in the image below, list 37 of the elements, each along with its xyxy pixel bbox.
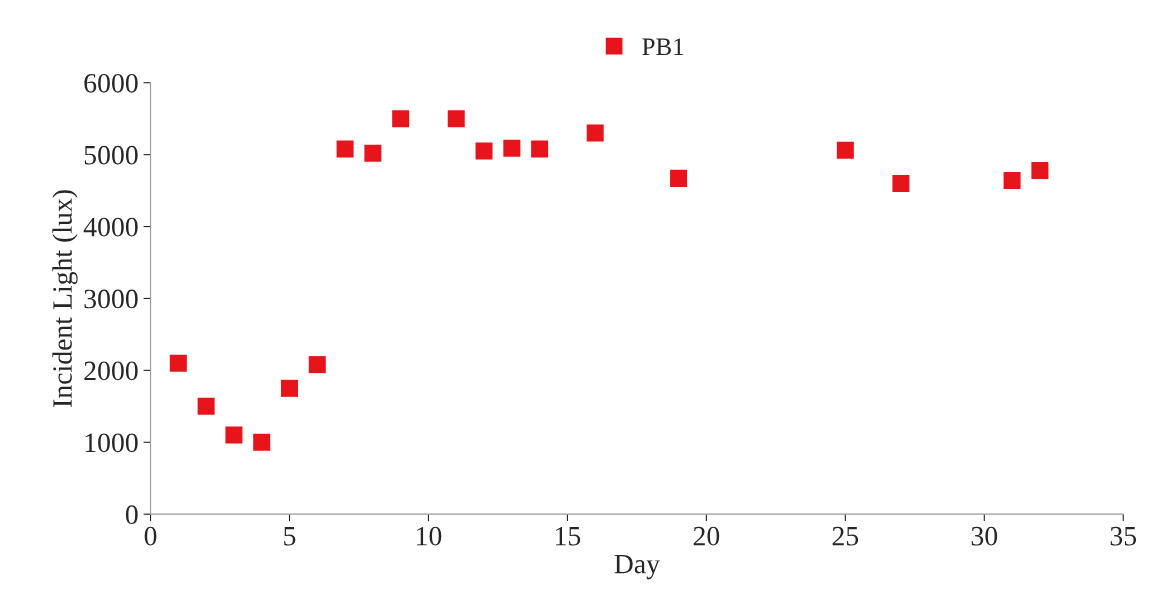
point bbox=[447, 110, 465, 128]
y-axis-title: Incident Light (lux) bbox=[52, 190, 78, 407]
point bbox=[364, 144, 382, 162]
x-tick-label: 10 bbox=[417, 526, 442, 546]
point bbox=[197, 397, 215, 415]
y-tick-label: 4000 bbox=[83, 217, 138, 237]
y-tick-label: 3000 bbox=[84, 289, 138, 309]
point bbox=[836, 141, 854, 159]
point bbox=[1031, 161, 1049, 179]
y-tick-label: 6000 bbox=[84, 73, 138, 93]
y-tick-label: 2000 bbox=[84, 361, 138, 381]
x-tick-label: 20 bbox=[693, 526, 720, 546]
x-tick-label: 0 bbox=[144, 526, 157, 546]
x-tick-label: 30 bbox=[971, 526, 998, 546]
x-tick-label: 35 bbox=[1110, 526, 1137, 546]
point bbox=[503, 139, 521, 157]
y-tick-label: 0 bbox=[125, 505, 138, 525]
point bbox=[336, 140, 354, 158]
point bbox=[1003, 172, 1021, 190]
x-axis-title: Day bbox=[614, 554, 660, 580]
point bbox=[169, 354, 187, 372]
point bbox=[531, 140, 549, 158]
x-tick-label: 5 bbox=[284, 527, 296, 546]
point bbox=[225, 426, 243, 444]
y-tick-label: 5000 bbox=[84, 145, 138, 165]
point bbox=[392, 110, 410, 128]
x-tick-label: 25 bbox=[832, 526, 859, 546]
point bbox=[475, 142, 493, 160]
point bbox=[670, 169, 688, 187]
point bbox=[308, 356, 326, 374]
point bbox=[586, 124, 604, 142]
point bbox=[892, 174, 910, 192]
y-tick-label: 1000 bbox=[85, 433, 138, 453]
point bbox=[253, 433, 271, 451]
legend-label: PB1 bbox=[642, 38, 684, 55]
point bbox=[280, 379, 299, 397]
x-tick-label: 15 bbox=[555, 526, 581, 546]
